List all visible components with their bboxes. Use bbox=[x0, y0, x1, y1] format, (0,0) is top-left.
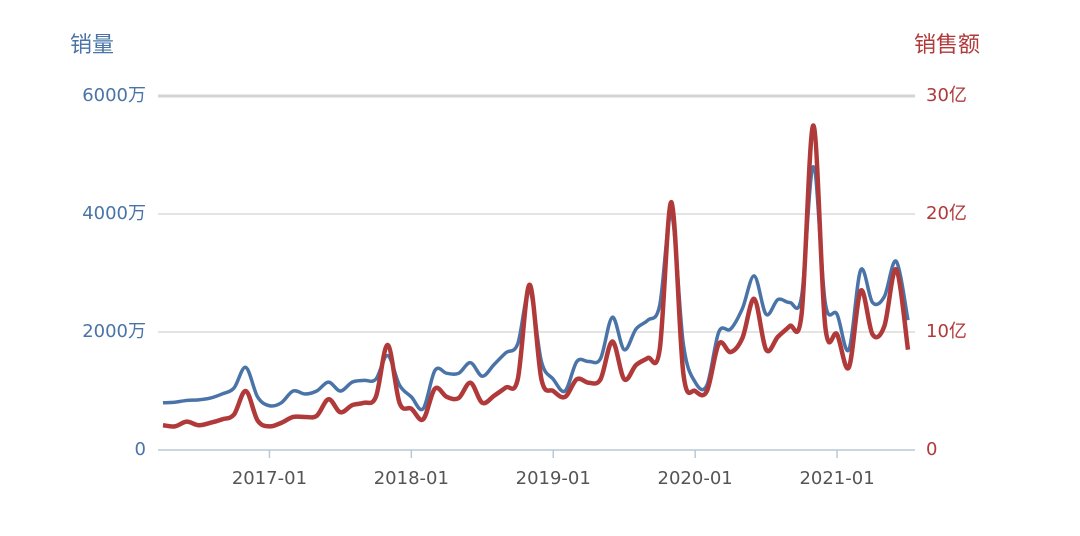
x-tick-label: 2017-01 bbox=[232, 468, 307, 489]
y-tick-label: 0 bbox=[135, 439, 146, 460]
x-tick-label: 2021-01 bbox=[799, 468, 874, 489]
series-line bbox=[162, 123, 911, 429]
y-tick-label: 6000万 bbox=[82, 85, 146, 106]
y2-tick-label: 10亿 bbox=[926, 321, 967, 342]
x-tick-label: 2018-01 bbox=[374, 468, 449, 489]
y2-axis-title: 销售额 bbox=[914, 33, 980, 58]
x-tick-label: 2019-01 bbox=[516, 468, 591, 489]
y-tick-label: 2000万 bbox=[82, 321, 146, 342]
y-tick-label: 4000万 bbox=[82, 203, 146, 224]
y2-tick-label: 20亿 bbox=[926, 203, 967, 224]
series-line bbox=[162, 165, 910, 412]
y2-tick-label: 0 bbox=[926, 439, 937, 460]
y-axis-title: 销量 bbox=[70, 33, 114, 58]
y2-tick-label: 30亿 bbox=[926, 85, 967, 106]
x-tick-label: 2020-01 bbox=[658, 468, 733, 489]
